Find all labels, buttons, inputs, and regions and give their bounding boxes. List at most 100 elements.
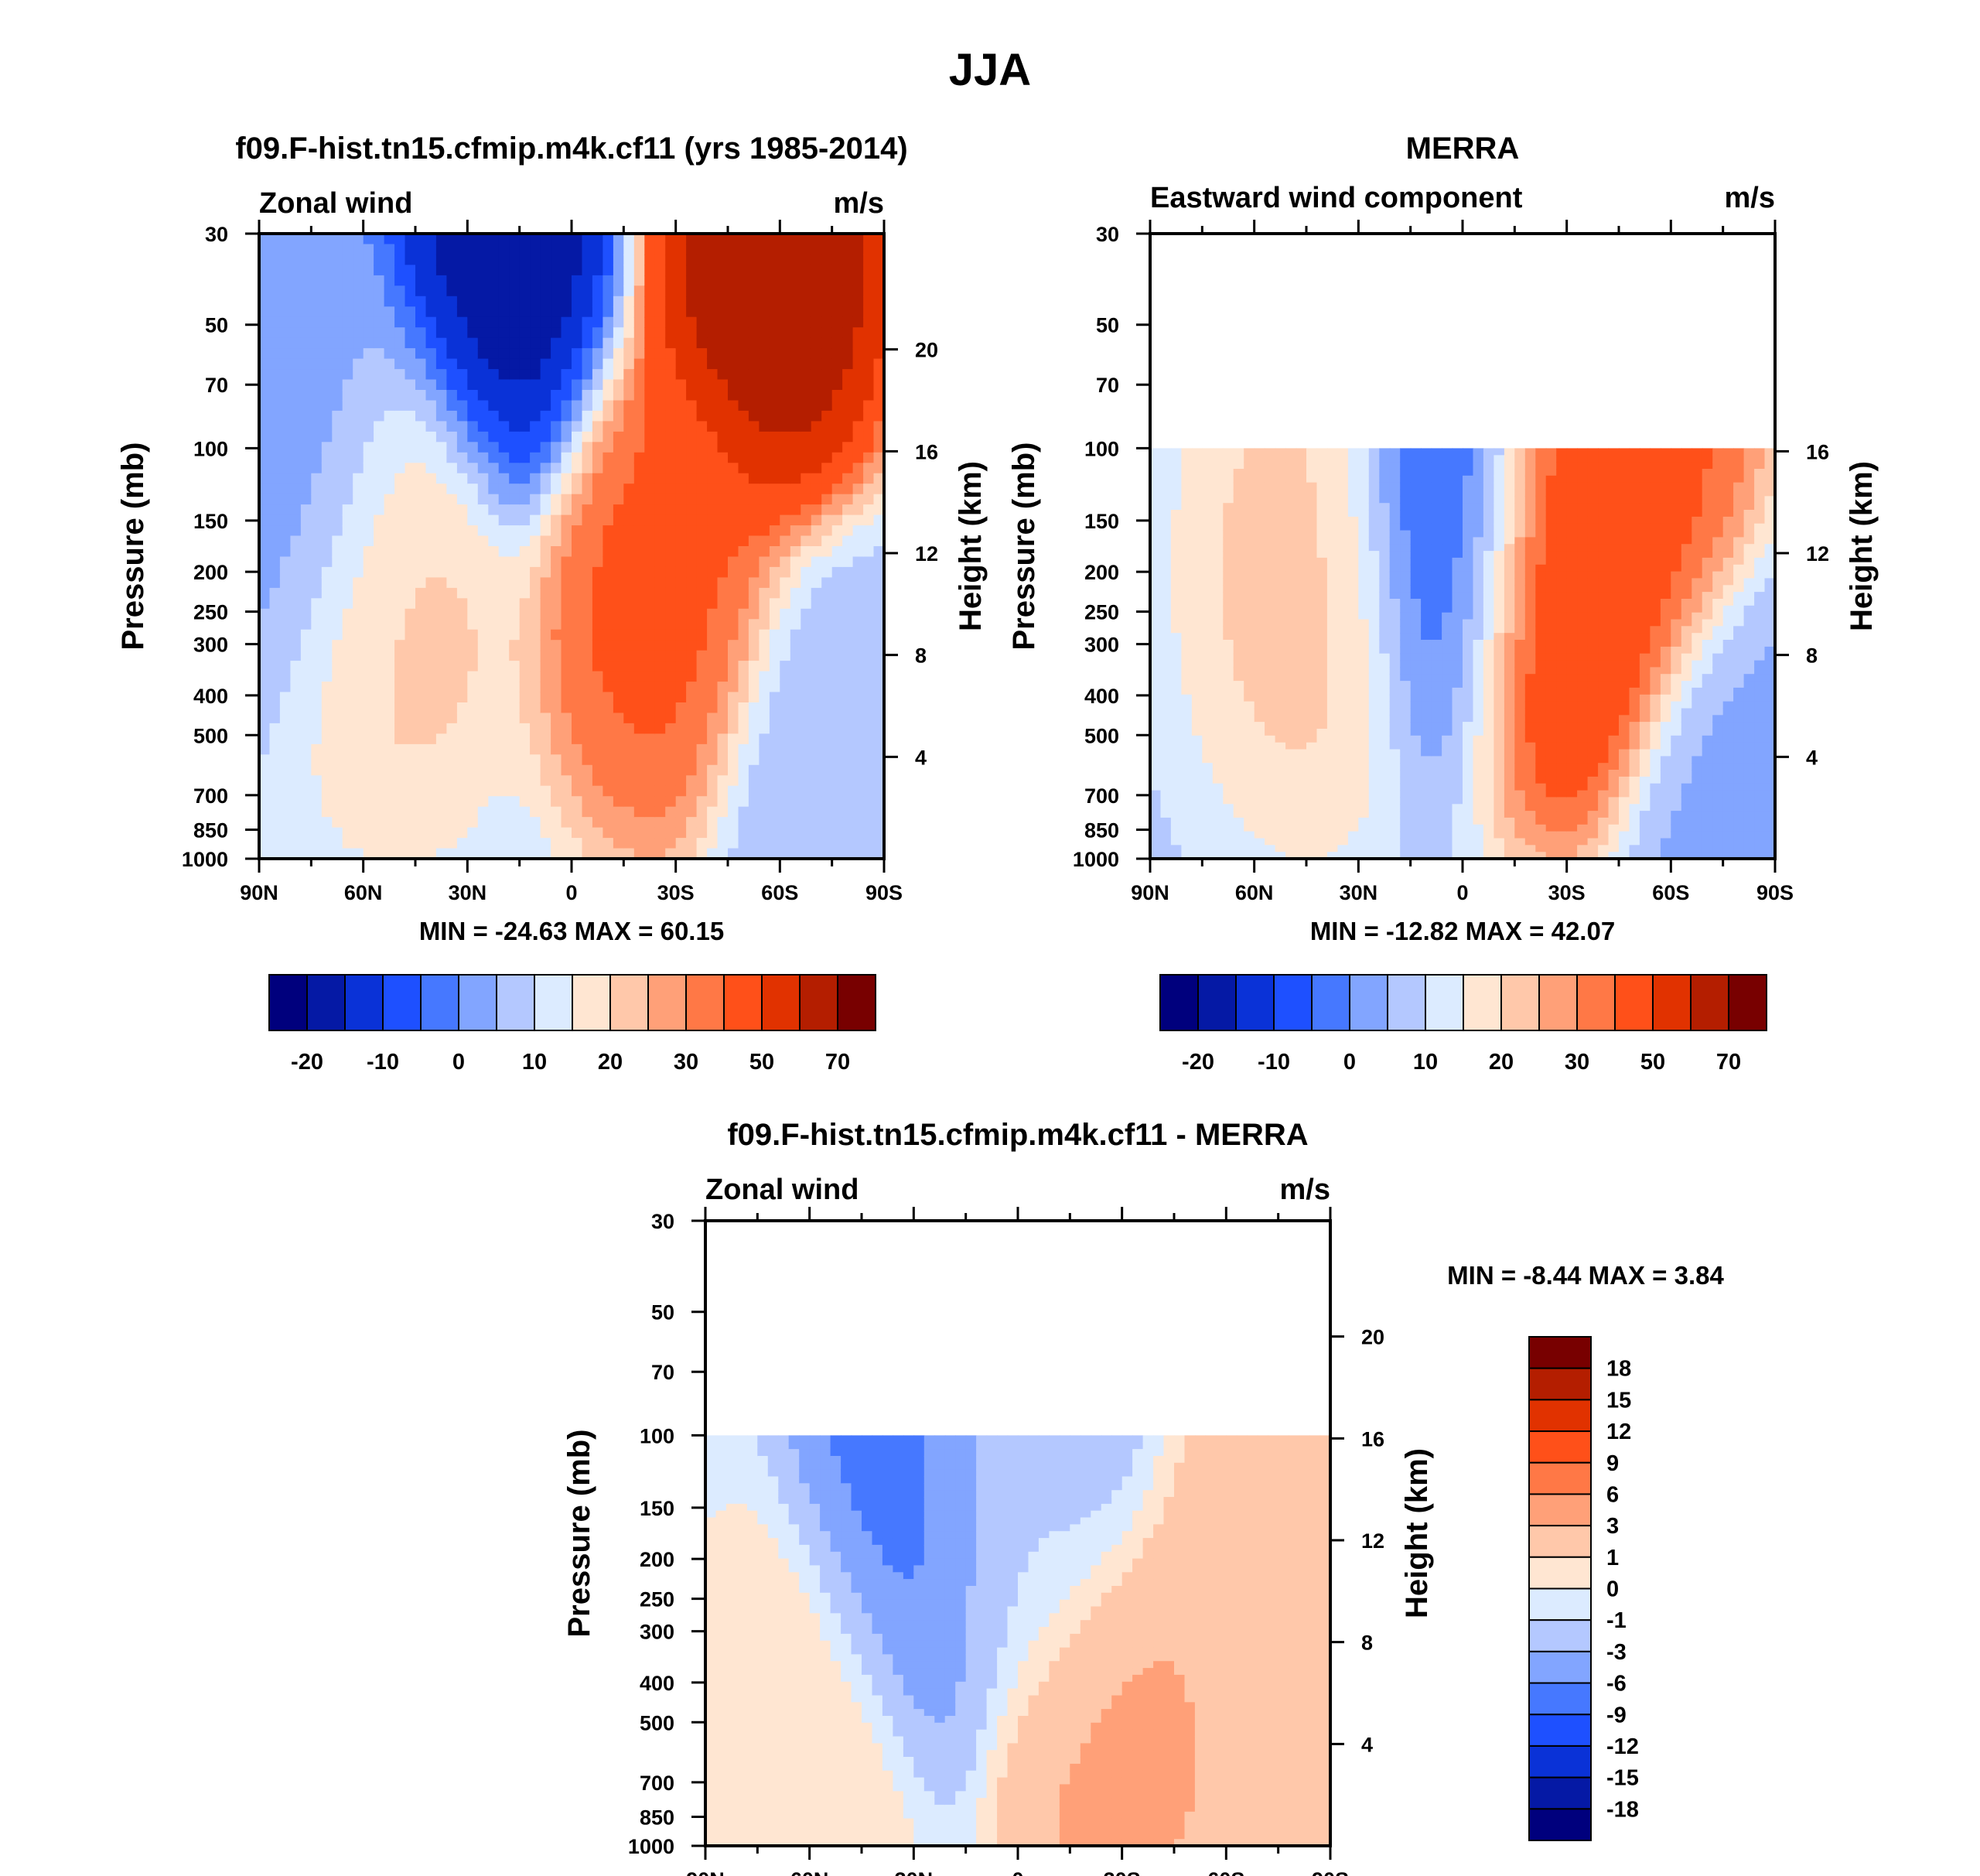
field-cell [738,848,749,859]
field-cell [1326,749,1339,757]
field-cell [498,285,510,297]
field-cell [759,556,770,568]
field-cell [780,577,791,589]
field-cell [644,671,656,682]
field-cell [1285,660,1297,668]
field-cell [551,838,562,849]
field-cell [363,661,374,672]
field-cell [696,296,708,308]
field-cell [540,484,551,495]
field-cell [603,504,614,516]
field-cell [374,682,385,693]
field-cell [498,504,510,516]
field-cell [1316,612,1328,620]
field-cell [1316,756,1328,764]
field-cell [1244,626,1255,634]
field-cell [509,535,521,547]
field-cell [748,400,760,412]
field-cell [1170,824,1183,832]
field-cell [582,682,593,693]
field-cell [394,421,406,432]
field-cell [342,785,353,797]
field-cell [728,275,739,287]
field-cell [363,806,374,818]
field-cell [1265,448,1276,456]
field-cell [582,463,593,474]
field-cell [342,838,353,849]
field-cell [780,484,791,495]
field-cell [1326,715,1339,723]
field-cell [488,244,500,255]
field-cell [530,535,541,547]
field-cell [1337,838,1349,846]
field-cell [801,244,812,255]
field-cell [1181,667,1193,675]
field-cell [384,848,395,859]
field-cell [686,316,698,328]
field-cell [613,504,625,516]
field-cell [1368,523,1381,531]
field-cell [269,306,281,318]
field-cell [686,358,698,370]
field-cell [686,764,698,777]
field-cell [1296,831,1307,839]
field-cell [1285,544,1297,552]
field-cell [1285,646,1297,654]
field-cell [1326,735,1339,743]
field-cell [1326,687,1339,695]
field-cell [279,566,292,579]
field-cell [425,546,437,558]
field-cell [821,848,833,859]
field-cell [259,629,271,641]
field-cell [780,369,791,381]
field-cell [842,743,854,756]
field-cell [311,535,323,547]
field-cell [1150,770,1162,777]
field-cell [717,723,729,735]
field-cell [300,452,312,464]
field-cell [717,827,729,839]
field-cell [769,463,781,474]
field-cell [290,504,302,516]
field-cell [332,421,343,432]
field-cell [728,566,739,579]
field-cell [1244,489,1255,497]
field-cell [363,244,374,255]
field-cell [759,421,770,432]
field-cell [696,764,708,777]
field-cell [1233,469,1244,477]
field-cell [1212,585,1224,593]
field-cell [852,817,864,829]
field-cell [613,390,625,402]
field-cell [279,244,292,255]
field-cell [405,577,416,589]
field-cell [613,244,625,255]
field-cell [1160,571,1172,579]
field-cell [477,671,490,682]
field-cell [509,848,521,859]
field-cell [665,671,677,682]
field-cell [1212,530,1224,538]
field-cell [1347,681,1360,689]
field-cell [1337,653,1349,661]
field-cell [728,504,739,516]
field-cell [572,661,583,672]
field-cell [332,327,343,339]
field-cell [509,390,521,402]
field-cell [582,504,593,516]
field-cell [717,504,729,516]
field-cell [1275,694,1286,702]
field-cell [821,421,833,432]
field-cell [633,806,646,818]
field-cell [623,431,635,443]
field-cell [425,775,437,787]
field-cell [801,796,812,808]
field-cell [342,619,353,630]
field-cell [456,546,469,558]
field-cell [509,743,521,756]
field-cell [801,494,812,505]
field-cell [863,379,875,391]
field-cell [1202,831,1214,839]
field-cell [394,379,406,391]
field-cell [290,463,302,474]
